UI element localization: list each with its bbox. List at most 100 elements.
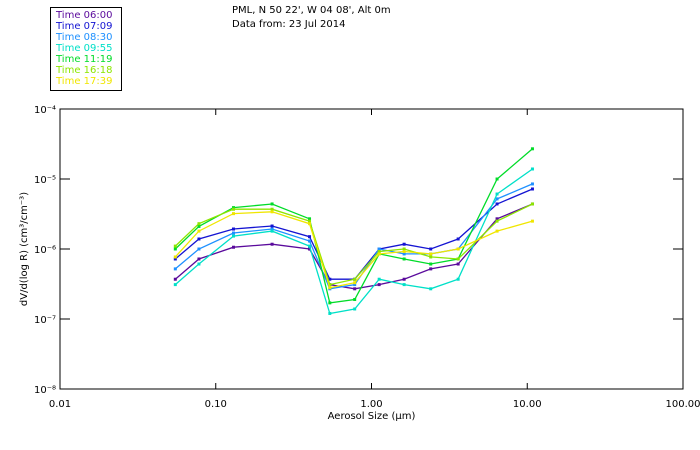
data-point [270, 227, 274, 231]
data-point [308, 239, 312, 243]
data-point [231, 207, 235, 211]
data-point [429, 247, 433, 251]
y-axis-label: dV/d(log R) (cm³/cm⁻³) [19, 192, 30, 306]
data-point [377, 250, 381, 254]
x-tick-label: 10.00 [513, 399, 542, 410]
data-point [328, 286, 332, 290]
data-point [429, 267, 433, 271]
data-point [530, 182, 534, 186]
data-point [197, 247, 201, 251]
data-point [429, 287, 433, 291]
data-point [328, 301, 332, 305]
data-point [495, 229, 499, 233]
x-axis-label: Aerosol Size (µm) [328, 411, 416, 422]
data-point [270, 224, 274, 228]
data-point [402, 247, 406, 251]
data-point [530, 187, 534, 191]
data-point [530, 219, 534, 223]
data-point [173, 257, 177, 261]
data-point [197, 257, 201, 261]
legend-entry: Time 08:30 [56, 32, 113, 43]
data-point [308, 222, 312, 226]
data-point [197, 237, 201, 241]
plot-frame [59, 108, 684, 390]
legend: Time 06:00 Time 07:09 Time 08:30 Time 09:55… [50, 7, 122, 91]
data-point [495, 192, 499, 196]
legend-entry: Time 16:18 [56, 65, 113, 76]
data-point [173, 244, 177, 248]
chart-title-date: Data from: 23 Jul 2014 [232, 19, 346, 30]
data-point [231, 227, 235, 231]
data-point [353, 281, 357, 285]
data-point [308, 217, 312, 221]
data-point [456, 257, 460, 261]
data-point [402, 252, 406, 256]
x-tick-label: 1.00 [360, 399, 382, 410]
data-point [377, 252, 381, 256]
data-point [270, 242, 274, 246]
data-point [530, 202, 534, 206]
data-point [456, 262, 460, 266]
data-point [270, 210, 274, 214]
series-line [174, 168, 533, 315]
data-point [402, 257, 406, 261]
x-tick-label: 100.00 [666, 399, 700, 410]
data-point [429, 255, 433, 259]
data-point [173, 277, 177, 281]
data-point [328, 283, 332, 287]
y-tick-label: 10⁻⁷ [34, 315, 56, 326]
data-point [353, 283, 357, 287]
data-point [173, 283, 177, 287]
data-point [270, 202, 274, 206]
data-point [308, 219, 312, 223]
legend-entry: Time 09:55 [56, 43, 113, 54]
data-point [231, 234, 235, 238]
data-point [353, 287, 357, 291]
data-point [495, 177, 499, 181]
data-point [495, 202, 499, 206]
data-point [495, 197, 499, 201]
data-point [402, 283, 406, 287]
data-point [308, 235, 312, 239]
data-point [353, 307, 357, 311]
data-point [270, 207, 274, 211]
data-point [429, 262, 433, 266]
data-point [495, 217, 499, 221]
data-point [456, 247, 460, 251]
data-point [173, 255, 177, 259]
legend-entry: Time 11:19 [56, 54, 113, 65]
data-point [456, 237, 460, 241]
data-point [328, 277, 332, 281]
legend-entry: Time 07:09 [56, 21, 113, 32]
legend-entry: Time 17:39 [56, 76, 113, 87]
data-point [377, 283, 381, 287]
y-tick-label: 10⁻⁸ [34, 385, 56, 396]
legend-entry: Time 06:00 [56, 10, 113, 21]
data-point [353, 297, 357, 301]
data-point [402, 242, 406, 246]
chart-title-location: PML, N 50 22', W 04 08', Alt 0m [232, 5, 391, 16]
data-point [530, 147, 534, 151]
data-point [402, 277, 406, 281]
data-point [173, 247, 177, 251]
data-point [231, 212, 235, 216]
y-tick-label: 10⁻⁶ [34, 245, 56, 256]
x-tick-label: 0.10 [205, 399, 227, 410]
data-point [328, 311, 332, 315]
data-point [456, 277, 460, 281]
data-point [270, 229, 274, 233]
series-line [174, 183, 533, 290]
data-point [377, 247, 381, 251]
y-tick-label: 10⁻⁵ [34, 175, 56, 186]
x-tick-label: 0.01 [49, 399, 71, 410]
data-point [377, 277, 381, 281]
data-point [197, 224, 201, 228]
data-point [197, 222, 201, 226]
data-point [353, 277, 357, 281]
data-point [197, 229, 201, 233]
data-point [308, 247, 312, 251]
data-point [495, 219, 499, 223]
y-tick-label: 10⁻⁴ [34, 105, 56, 116]
data-point [308, 244, 312, 248]
